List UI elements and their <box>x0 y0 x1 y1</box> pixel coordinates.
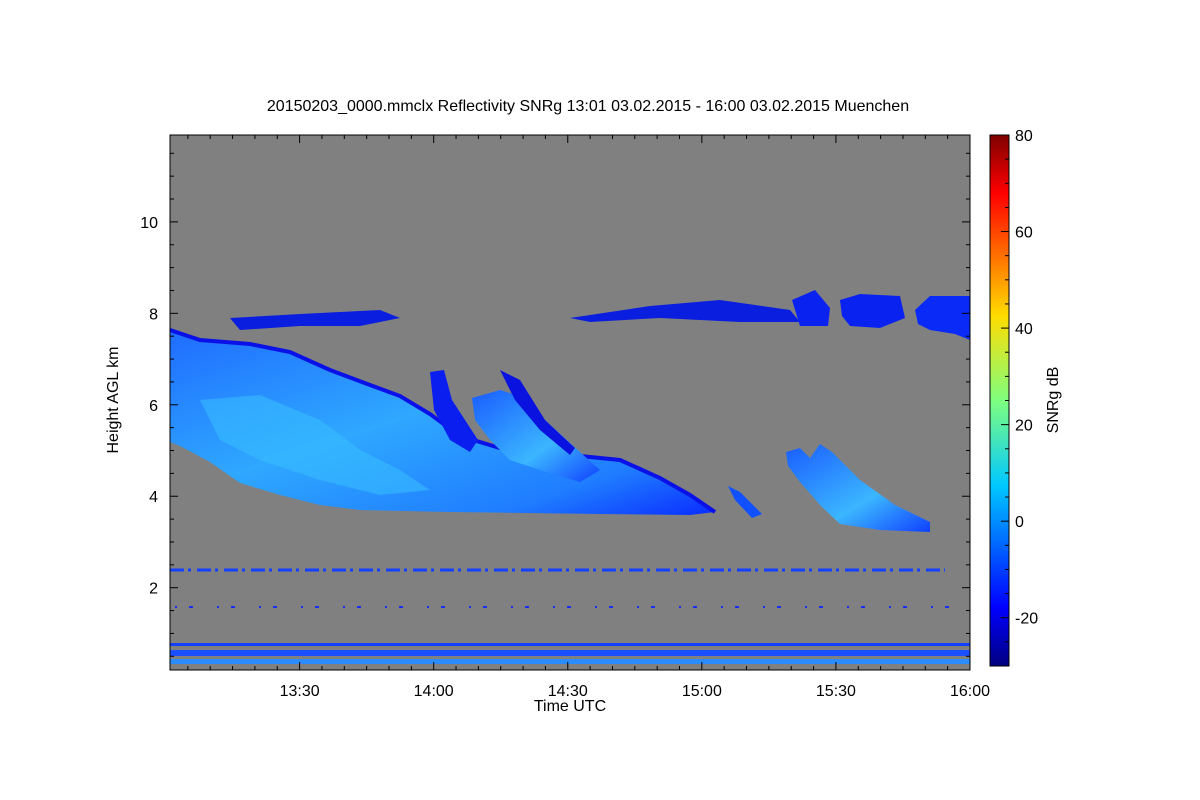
colorbar-tick-label: 0 <box>1015 514 1024 531</box>
fall-streak-a <box>430 370 478 452</box>
x-tick-label: 14:00 <box>414 683 454 700</box>
fall-streak-b <box>472 390 600 482</box>
y-tick-label: 8 <box>149 306 158 323</box>
colorbar-label: SNRg dB <box>1045 366 1062 434</box>
upper-cloud-layer-4 <box>840 294 905 328</box>
echo-layer <box>170 290 970 670</box>
x-tick-label: 14:30 <box>548 683 588 700</box>
chart-title: 20150203_0000.mmclx Reflectivity SNRg 13… <box>266 98 910 115</box>
upper-cloud-layer-5 <box>915 296 970 340</box>
axes-layer: 13:30 14:00 14:30 15:00 15:30 16:00 2 4 6 8 10 <box>140 135 990 700</box>
fall-streak-b-edge <box>500 370 575 455</box>
colorbar-tick-label: -20 <box>1015 611 1038 628</box>
small-echo <box>728 486 762 518</box>
x-tick-label: 15:30 <box>816 683 856 700</box>
surface-echo-1 <box>170 643 970 646</box>
plot-border <box>169 134 971 671</box>
x-axis-label: Time UTC <box>533 698 607 715</box>
main-band-streak <box>200 395 430 495</box>
x-tick-label: 15:00 <box>682 683 722 700</box>
y-axis-label: Height AGL km <box>105 346 122 454</box>
x-tick-label: 16:00 <box>950 683 990 700</box>
second-precip-band <box>786 444 930 532</box>
upper-cloud-layer-2 <box>570 300 800 322</box>
y-tick-label: 6 <box>149 398 158 415</box>
colorbar-tick-label: 20 <box>1015 418 1033 435</box>
y-tick-label: 2 <box>149 581 158 598</box>
surface-echo-4 <box>170 665 970 670</box>
colorbar-ticks: -20 0 20 40 60 80 <box>1001 128 1038 667</box>
upper-cloud-layer <box>230 310 400 330</box>
colorbar-tick-label: 40 <box>1015 321 1033 338</box>
surface-echo-3 <box>170 659 970 664</box>
colorbar-tick-label: 80 <box>1015 128 1033 145</box>
y-tick-label: 10 <box>140 215 158 232</box>
x-tick-label: 13:30 <box>280 683 320 700</box>
upper-cloud-layer-3 <box>792 290 830 326</box>
y-tick-label: 4 <box>149 489 158 506</box>
surface-echo-2 <box>170 650 970 656</box>
colorbar-tick-label: 60 <box>1015 225 1033 242</box>
